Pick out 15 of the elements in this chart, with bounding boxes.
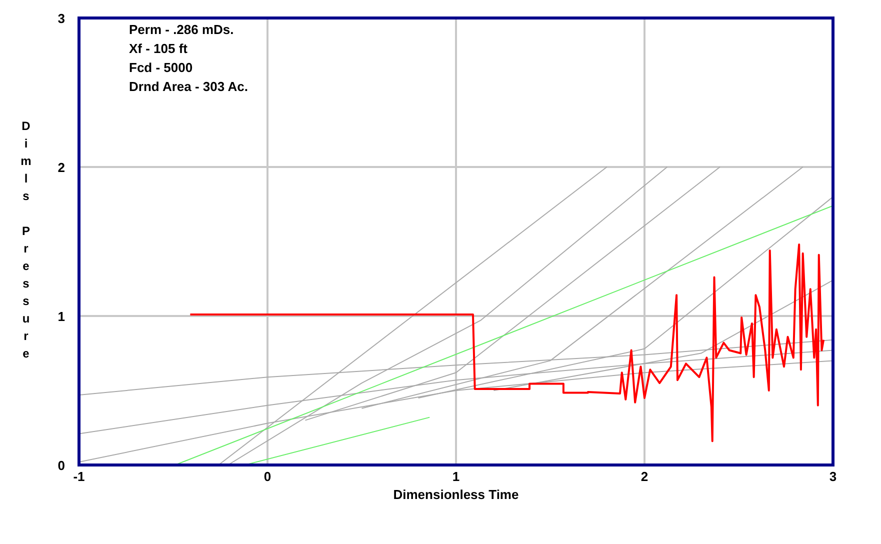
annotation: Fcd - 5000 <box>129 60 193 75</box>
x-tick-label: 0 <box>264 469 272 484</box>
annotation: Xf - 105 ft <box>129 41 188 56</box>
x-tick-label: 1 <box>452 469 460 484</box>
annotation: Perm - .286 mDs. <box>129 22 234 37</box>
x-tick-label: 3 <box>829 469 837 484</box>
y-tick-label: 3 <box>58 11 65 26</box>
x-tick-label: 2 <box>640 469 648 484</box>
y-tick-label: 1 <box>58 309 65 324</box>
x-axis-title: Dimensionless Time <box>393 487 519 502</box>
x-tick-label: -1 <box>73 469 85 484</box>
annotation: Drnd Area - 303 Ac. <box>129 79 248 94</box>
y-tick-label: 2 <box>58 160 65 175</box>
text: Dimls Pressure <box>20 119 32 360</box>
y-tick-label: 0 <box>58 458 65 473</box>
